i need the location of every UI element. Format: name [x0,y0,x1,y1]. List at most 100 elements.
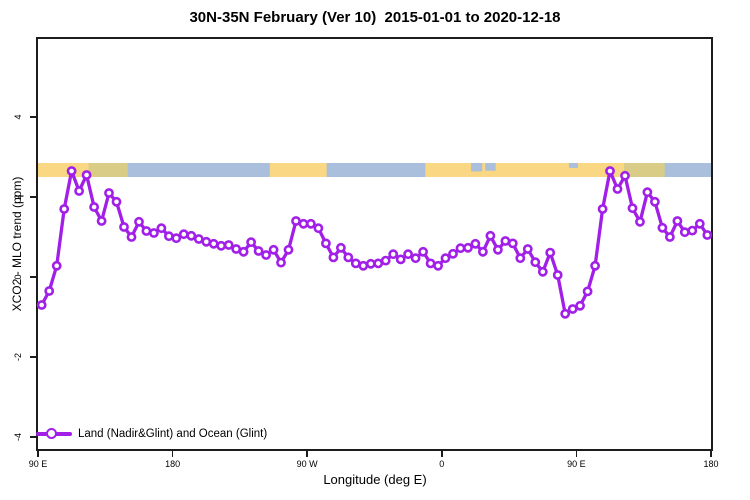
data-point-marker [96,216,107,226]
land-ocean-map-band [38,163,711,177]
data-point-marker [238,246,249,257]
data-point-marker [410,253,421,264]
data-point-marker [597,204,608,214]
data-point-marker [492,244,503,255]
data-point-marker [59,204,70,214]
ocean-overlay [470,163,483,172]
data-point-marker [141,226,152,236]
data-point-marker [171,233,182,244]
data-point-marker [567,304,578,314]
data-point-marker [627,203,638,214]
data-point-marker [507,238,518,249]
y-axis-title: XCO2 - MLO trend (ppm) [10,176,24,312]
data-point-marker [380,255,391,266]
data-point-marker [208,238,219,249]
data-point-marker [134,216,144,227]
data-point-marker [679,227,690,238]
data-point-marker [44,286,55,296]
data-series-line [36,166,713,319]
data-point-marker [350,258,361,269]
mixed-land-segment [88,163,128,177]
data-point-marker [276,257,286,268]
data-point-marker [605,166,615,176]
x-axis-title: Longitude (deg E) [323,472,427,487]
chart-canvas [36,163,713,319]
data-point-marker [104,188,114,198]
x-tick-label: 90 E [28,459,48,469]
data-point-marker [537,266,548,277]
ocean-overlay [485,163,496,171]
x-axis-tick [171,451,174,457]
data-point-marker [261,250,271,260]
data-point-marker [687,225,698,236]
data-point-marker [425,258,436,269]
x-axis-tick [710,451,712,457]
data-point-marker [119,222,129,232]
data-point-marker [268,244,279,255]
y-axis-tick [30,276,36,278]
x-tick-label: 90 E [567,459,586,469]
data-point-marker [485,230,496,241]
data-point-marker [455,243,466,254]
data-point-marker [156,223,167,234]
y-axis-tick [30,116,36,118]
y-axis-tick [30,196,36,198]
data-point-marker [388,249,399,260]
x-axis-tick [37,451,39,457]
data-point-marker [522,244,533,254]
data-point-marker [66,166,77,176]
data-point-marker [246,237,256,248]
data-point-marker [320,238,331,249]
legend-label: Land (Nadir&Glint) and Ocean (Glint) [78,428,268,440]
land-segment [269,163,327,177]
data-point-marker [448,248,458,259]
data-point-marker [440,253,451,264]
data-point-marker [395,254,406,265]
data-point-marker [283,244,294,255]
data-point-marker [328,252,339,263]
data-point-marker [665,232,675,242]
legend-marker-icon [46,428,57,439]
data-point-marker [216,240,227,251]
data-point-marker [620,170,630,181]
y-tick-label: -2 [13,353,23,362]
data-point-marker [253,246,264,256]
y-tick-label: -4 [13,433,23,442]
x-tick-label: 0 [439,459,445,469]
legend: Land (Nadir&Glint) and Ocean (Glint) [36,427,267,441]
data-point-marker [642,187,653,198]
data-point-marker [635,216,645,227]
x-tick-label: 90 W [296,459,318,469]
data-point-marker [477,246,488,257]
data-point-marker [126,232,137,242]
data-point-marker [470,238,481,249]
data-point-marker [373,258,384,269]
x-axis-tick [306,451,308,457]
data-point-marker [463,242,473,253]
x-tick-label: 180 [165,459,181,469]
series-polyline [40,169,709,316]
data-point-marker [545,247,556,258]
data-point-marker [672,216,683,226]
y-axis-tick [30,356,36,358]
x-axis-tick [441,451,443,457]
data-point-marker [582,286,593,297]
mixed-land-segment [624,163,665,177]
plot-area: Land (Nadir&Glint) and Ocean (Glint) [36,37,713,451]
y-tick-label: 4 [13,114,23,120]
data-point-marker [111,196,122,207]
data-point-marker [560,308,571,319]
data-point-marker [403,249,413,260]
data-point-marker [186,230,197,241]
x-axis-tick [575,451,578,457]
data-point-marker [313,223,324,234]
data-point-marker [358,260,369,271]
data-point-marker [418,246,428,257]
land-segment [38,163,89,177]
data-point-marker [515,253,526,264]
data-point-marker [612,184,623,194]
data-point-marker [163,231,174,242]
chart-title: 30N-35N February (Ver 10) 2015-01-01 to … [189,9,561,26]
data-point-marker [223,240,234,250]
data-point-marker [74,186,84,196]
